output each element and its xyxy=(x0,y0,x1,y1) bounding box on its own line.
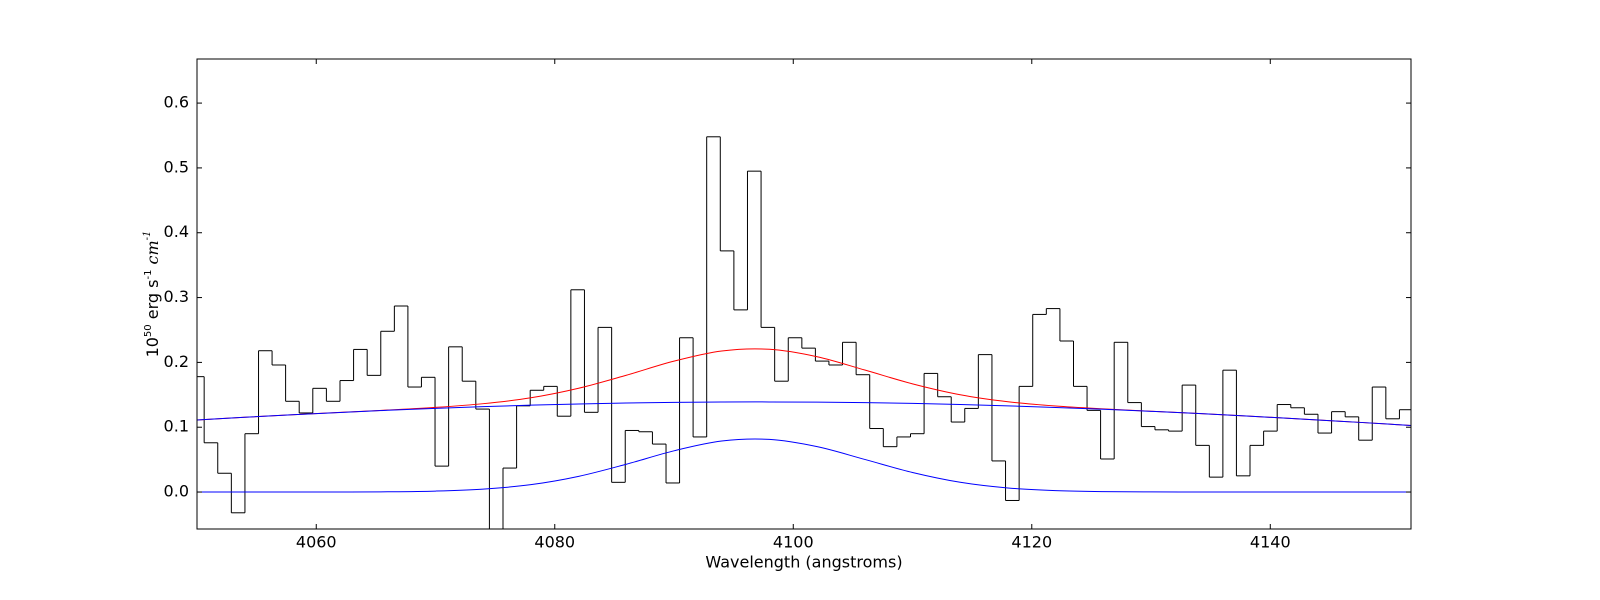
x-axis-label: Wavelength (angstroms) xyxy=(705,553,902,572)
x-tick-label: 4060 xyxy=(296,533,337,552)
y-tick-label: 0.1 xyxy=(164,417,189,436)
y-label-part: cm xyxy=(143,240,162,269)
y-label-part: 50 xyxy=(143,324,154,337)
x-tick-label: 4100 xyxy=(773,533,814,552)
y-tick-label: 0.6 xyxy=(164,93,189,112)
y-tick-label: 0.3 xyxy=(164,287,189,306)
axes-frame xyxy=(196,58,1412,530)
y-label-part: erg s xyxy=(143,280,162,325)
y-label-part: -1 xyxy=(143,270,154,280)
y-label-part: -1 xyxy=(142,231,153,241)
plot-area xyxy=(197,136,1411,529)
model-curve xyxy=(197,401,1411,427)
x-tick-label: 4140 xyxy=(1250,533,1291,552)
y-tick-label: 0.2 xyxy=(164,352,189,371)
model-curve xyxy=(197,438,1411,493)
x-tick-label: 4080 xyxy=(534,533,575,552)
y-label-part: 10 xyxy=(143,337,162,357)
y-tick-label: 0.4 xyxy=(164,222,189,241)
x-tick-label: 4120 xyxy=(1011,533,1052,552)
y-tick-label: 0.5 xyxy=(164,157,189,176)
y-axis-label: 1050 erg s-1 cm-1 xyxy=(142,231,162,358)
y-tick-label: 0.0 xyxy=(164,482,189,501)
